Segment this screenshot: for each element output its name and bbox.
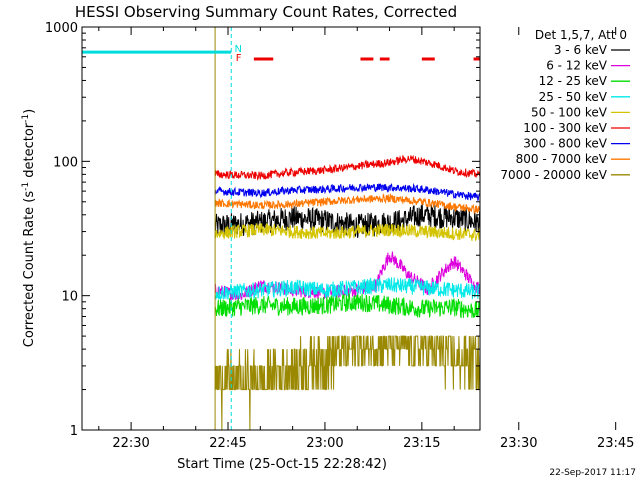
flag-label: N (234, 44, 241, 55)
series-line (214, 277, 480, 301)
plot-frame (81, 26, 481, 431)
series-line (214, 335, 480, 430)
x-tick-label: 23:45 (597, 436, 634, 451)
legend-entry: 800 - 7000 keV (516, 152, 608, 166)
y-axis-label: Corrected Count Rate (s-1 detector-1) (21, 109, 37, 347)
y-tick-label: 1 (70, 424, 78, 439)
legend-title: Det 1,5,7, Att 0 (535, 28, 627, 42)
series-line (214, 203, 480, 238)
y-tick-label: 1000 (45, 21, 78, 36)
x-tick-label: 22:30 (112, 436, 149, 451)
timestamp: 22-Sep-2017 11:17 (549, 468, 636, 478)
series-line (214, 192, 480, 215)
series-line (214, 223, 480, 242)
x-axis-label: Start Time (25-Oct-15 22:28:42) (177, 457, 387, 472)
legend-entry: 25 - 50 keV (539, 90, 608, 104)
x-tick-label: 22:45 (209, 436, 246, 451)
x-tick-label: 23:15 (403, 436, 440, 451)
legend-entry: 6 - 12 keV (546, 59, 608, 73)
series-line (214, 154, 480, 181)
x-tick-label: 23:30 (500, 436, 537, 451)
series-line (214, 292, 480, 319)
flag-label: F (236, 53, 242, 64)
y-tick-label: 10 (61, 290, 78, 305)
y-tick-label: 100 (53, 155, 78, 170)
legend-entry: 3 - 6 keV (554, 43, 608, 57)
chart-title: HESSI Observing Summary Count Rates, Cor… (75, 3, 457, 21)
legend-entry: 12 - 25 keV (539, 74, 608, 88)
series-line (214, 182, 480, 201)
x-tick-label: 23:00 (306, 436, 343, 451)
legend-entry: 50 - 100 keV (531, 105, 608, 119)
legend-entry: 7000 - 20000 keV (500, 168, 607, 182)
legend-entry: 100 - 300 keV (523, 121, 607, 135)
legend-entry: 300 - 800 keV (523, 137, 607, 151)
